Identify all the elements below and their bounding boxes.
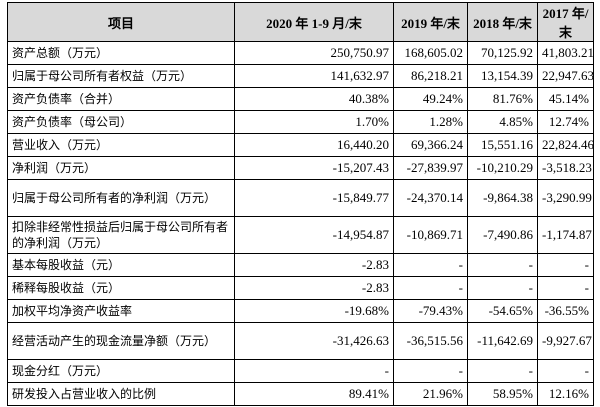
row-label: 加权平均净资产收益率 <box>7 299 235 323</box>
table-row: 资产总额（万元） 250,750.97 168,605.02 70,125.92… <box>7 41 594 65</box>
cell-value: -24,370.14 <box>393 179 468 217</box>
cell-value: 21.96% <box>393 382 468 406</box>
cell-value: 22,824.46 <box>537 133 594 157</box>
table-row: 扣除非经常性损益后归属于母公司所有者的净利润（万元） -14,954.87 -1… <box>7 216 594 254</box>
cell-value: -9,864.38 <box>467 179 538 217</box>
cell-value: 250,750.97 <box>234 41 394 65</box>
cell-value: - <box>467 359 538 383</box>
cell-value: -15,849.77 <box>234 179 394 217</box>
cell-value: -15,207.43 <box>234 156 394 180</box>
cell-value: 12.74% <box>537 110 594 134</box>
cell-value: -3,290.99 <box>537 179 594 217</box>
cell-value: 69,366.24 <box>393 133 468 157</box>
row-label: 扣除非经常性损益后归属于母公司所有者的净利润（万元） <box>7 216 235 254</box>
cell-value: 15,551.16 <box>467 133 538 157</box>
cell-value: - <box>234 359 394 383</box>
cell-value: - <box>537 359 594 383</box>
cell-value: -10,210.29 <box>467 156 538 180</box>
row-label: 营业收入（万元） <box>7 133 235 157</box>
table-row: 资产负债率（合并） 40.38% 49.24% 81.76% 45.14% <box>7 87 594 111</box>
row-label: 基本每股收益（元） <box>7 253 235 277</box>
cell-value: 22,947.63 <box>537 64 594 88</box>
row-label: 资产负债率（合并） <box>7 87 235 111</box>
cell-value: - <box>393 276 468 300</box>
table-row: 稀释每股收益（元） -2.83 - - - <box>7 276 594 300</box>
table-row: 归属于母公司所有者权益（万元） 141,632.97 86,218.21 13,… <box>7 64 594 88</box>
cell-value: -36.55% <box>537 299 594 323</box>
cell-value: 12.16% <box>537 382 594 406</box>
cell-value: 4.85% <box>467 110 538 134</box>
cell-value: -79.43% <box>393 299 468 323</box>
cell-value: 41,803.21 <box>537 41 594 65</box>
cell-value: 1.70% <box>234 110 394 134</box>
cell-value: 16,440.20 <box>234 133 394 157</box>
row-label: 归属于母公司所有者权益（万元） <box>7 64 235 88</box>
cell-value: -2.83 <box>234 253 394 277</box>
financial-table-container: 项目 2020 年 1-9 月/末 2019 年/末 2018 年/末 2017… <box>7 2 594 406</box>
table-header-row: 项目 2020 年 1-9 月/末 2019 年/末 2018 年/末 2017… <box>7 2 594 42</box>
cell-value: - <box>393 253 468 277</box>
cell-value: -3,518.23 <box>537 156 594 180</box>
cell-value: 13,154.39 <box>467 64 538 88</box>
cell-value: -9,927.67 <box>537 322 594 360</box>
row-label: 稀释每股收益（元） <box>7 276 235 300</box>
cell-value: 45.14% <box>537 87 594 111</box>
table-row: 经营活动产生的现金流量净额（万元） -31,426.63 -36,515.56 … <box>7 322 594 360</box>
cell-value: 86,218.21 <box>393 64 468 88</box>
cell-value: - <box>467 276 538 300</box>
cell-value: 141,632.97 <box>234 64 394 88</box>
row-label: 研发投入占营业收入的比例 <box>7 382 235 406</box>
header-2019: 2019 年/末 <box>393 2 468 42</box>
table-row: 现金分红（万元） - - - - <box>7 359 594 383</box>
header-2020-q3: 2020 年 1-9 月/末 <box>234 2 394 42</box>
table-row: 资产负债率（母公司） 1.70% 1.28% 4.85% 12.74% <box>7 110 594 134</box>
cell-value: 81.76% <box>467 87 538 111</box>
table-row: 加权平均净资产收益率 -19.68% -79.43% -54.65% -36.5… <box>7 299 594 323</box>
cell-value: -11,642.69 <box>467 322 538 360</box>
cell-value: -54.65% <box>467 299 538 323</box>
header-item: 项目 <box>7 2 235 42</box>
table-row: 净利润（万元） -15,207.43 -27,839.97 -10,210.29… <box>7 156 594 180</box>
cell-value: 168,605.02 <box>393 41 468 65</box>
row-label: 现金分红（万元） <box>7 359 235 383</box>
financial-indicators-table: 项目 2020 年 1-9 月/末 2019 年/末 2018 年/末 2017… <box>7 2 594 406</box>
row-label: 归属于母公司所有者的净利润（万元） <box>7 179 235 217</box>
header-2017: 2017 年/末 <box>537 2 594 42</box>
cell-value: -31,426.63 <box>234 322 394 360</box>
cell-value: - <box>537 253 594 277</box>
row-label: 净利润（万元） <box>7 156 235 180</box>
table-row: 基本每股收益（元） -2.83 - - - <box>7 253 594 277</box>
cell-value: -10,869.71 <box>393 216 468 254</box>
row-label: 资产负债率（母公司） <box>7 110 235 134</box>
cell-value: - <box>537 276 594 300</box>
cell-value: -1,174.87 <box>537 216 594 254</box>
header-2018: 2018 年/末 <box>467 2 538 42</box>
cell-value: -36,515.56 <box>393 322 468 360</box>
cell-value: 89.41% <box>234 382 394 406</box>
cell-value: - <box>393 359 468 383</box>
cell-value: 70,125.92 <box>467 41 538 65</box>
cell-value: -14,954.87 <box>234 216 394 254</box>
cell-value: 58.95% <box>467 382 538 406</box>
cell-value: -2.83 <box>234 276 394 300</box>
cell-value: 49.24% <box>393 87 468 111</box>
cell-value: -27,839.97 <box>393 156 468 180</box>
table-row: 归属于母公司所有者的净利润（万元） -15,849.77 -24,370.14 … <box>7 179 594 217</box>
row-label: 资产总额（万元） <box>7 41 235 65</box>
table-row: 营业收入（万元） 16,440.20 69,366.24 15,551.16 2… <box>7 133 594 157</box>
cell-value: 1.28% <box>393 110 468 134</box>
row-label: 经营活动产生的现金流量净额（万元） <box>7 322 235 360</box>
table-row: 研发投入占营业收入的比例 89.41% 21.96% 58.95% 12.16% <box>7 382 594 406</box>
cell-value: 40.38% <box>234 87 394 111</box>
cell-value: -19.68% <box>234 299 394 323</box>
cell-value: -7,490.86 <box>467 216 538 254</box>
cell-value: - <box>467 253 538 277</box>
